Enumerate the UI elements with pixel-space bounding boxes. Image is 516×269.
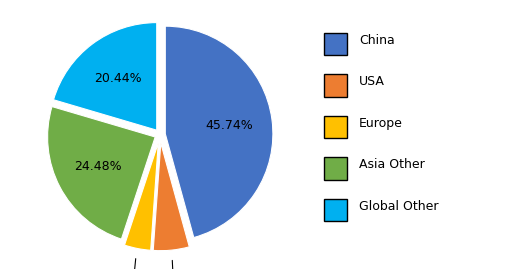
- FancyBboxPatch shape: [324, 157, 347, 180]
- Text: Asia Other: Asia Other: [359, 158, 425, 171]
- Text: 20.44%: 20.44%: [94, 72, 142, 85]
- Wedge shape: [54, 23, 157, 130]
- Wedge shape: [124, 143, 158, 250]
- Text: USA: USA: [359, 75, 385, 88]
- Text: China: China: [359, 34, 395, 47]
- Text: 45.74%: 45.74%: [205, 119, 253, 132]
- Text: Global Other: Global Other: [359, 200, 439, 213]
- FancyBboxPatch shape: [324, 74, 347, 97]
- Text: Europe: Europe: [359, 117, 403, 130]
- Wedge shape: [153, 143, 189, 251]
- FancyBboxPatch shape: [324, 199, 347, 221]
- FancyBboxPatch shape: [324, 33, 347, 55]
- FancyBboxPatch shape: [324, 116, 347, 138]
- Wedge shape: [165, 26, 273, 238]
- Text: 24.48%: 24.48%: [74, 160, 122, 174]
- Wedge shape: [47, 107, 155, 239]
